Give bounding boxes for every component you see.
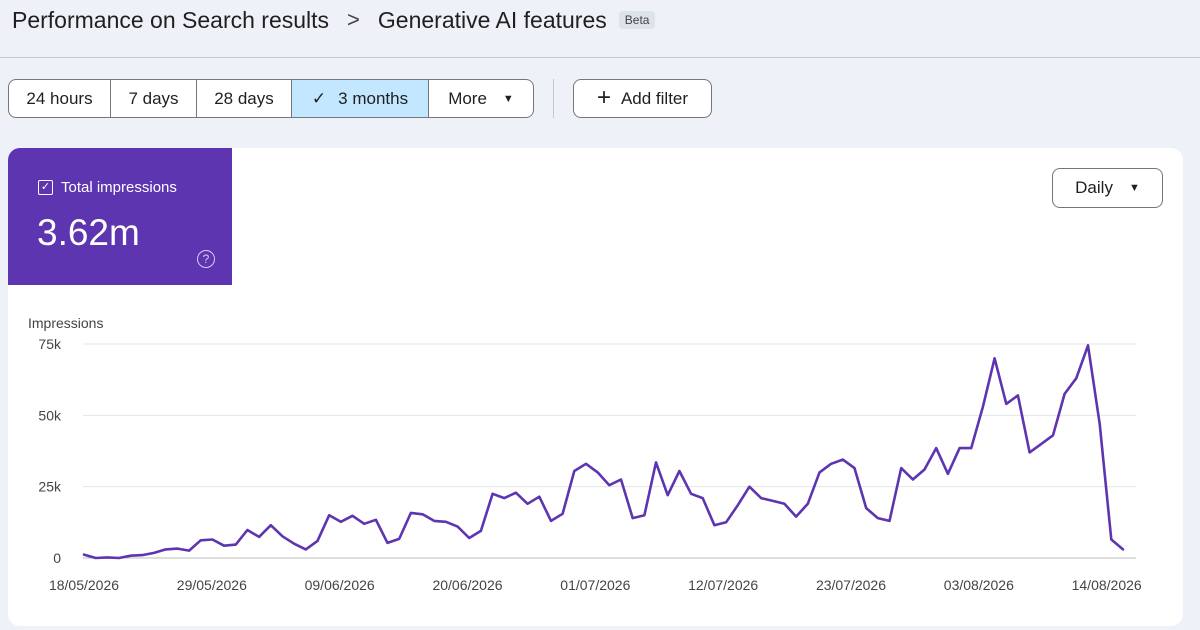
breadcrumb-separator: > (347, 7, 360, 32)
date-range-3-months-label: 3 months (338, 88, 409, 108)
caret-down-icon: ▼ (1128, 182, 1140, 194)
page-title: Generative AI features (377, 6, 607, 33)
y-tick-label: 50k (38, 407, 62, 423)
x-tick-label: 18/05/2026 (49, 577, 119, 593)
x-tick-label: 14/08/2026 (1072, 577, 1142, 593)
date-range-more-button[interactable]: More ▼ (429, 80, 533, 117)
plus-icon: + (596, 83, 611, 111)
y-tick-label: 75k (38, 336, 62, 352)
beta-badge: Beta (618, 11, 656, 29)
y-tick-label: 0 (53, 550, 61, 566)
x-tick-label: 12/07/2026 (688, 577, 758, 593)
breadcrumb-parent-link[interactable]: Performance on Search results (12, 6, 330, 33)
date-range-24-hours-button[interactable]: 24 hours (9, 80, 111, 117)
help-icon[interactable]: ? (197, 250, 215, 268)
x-tick-label: 03/08/2026 (944, 577, 1014, 593)
metric-value: 3.62m (37, 212, 140, 253)
x-tick-label: 09/06/2026 (305, 577, 375, 593)
breadcrumb: Performance on Search results > Generati… (12, 4, 656, 36)
header-divider (0, 57, 1200, 58)
x-tick-label: 29/05/2026 (177, 577, 247, 593)
toolbar-divider (553, 79, 554, 118)
x-tick-label: 01/07/2026 (560, 577, 630, 593)
impressions-series-line (82, 344, 1125, 560)
date-range-28-days-button[interactable]: 28 days (197, 80, 292, 117)
granularity-label: Daily (1075, 178, 1113, 197)
add-filter-label: Add filter (620, 88, 689, 108)
date-range-7-days-button[interactable]: 7 days (111, 80, 197, 117)
add-filter-button[interactable]: + Add filter (573, 79, 712, 118)
y-axis-label: Impressions (28, 315, 103, 331)
more-label: More (448, 88, 487, 108)
impressions-chart: 0 25k 50k 75k 18/05/2026 29/05/2026 09/06/202… (28, 315, 1142, 593)
total-impressions-card[interactable]: ✓ Total impressions 3.62m ? (8, 148, 232, 285)
checkbox-checked-icon[interactable]: ✓ (38, 180, 53, 195)
granularity-dropdown[interactable]: Daily ▼ (1052, 168, 1163, 208)
performance-card: 0 25k 50k 75k 18/05/2026 29/05/2026 09/06/202… (8, 148, 1183, 626)
x-tick-label: 23/07/2026 (816, 577, 886, 593)
x-tick-label: 20/06/2026 (432, 577, 502, 593)
check-icon: ✓ (311, 88, 327, 108)
y-tick-label: 25k (38, 479, 62, 495)
date-range-3-months-button[interactable]: ✓ 3 months (292, 80, 429, 117)
caret-down-icon: ▼ (502, 92, 514, 105)
metric-label-row: ✓ Total impressions (38, 179, 177, 196)
date-range-selector: 24 hours 7 days 28 days ✓ 3 months More … (8, 79, 534, 118)
metric-label: Total impressions (61, 179, 177, 196)
